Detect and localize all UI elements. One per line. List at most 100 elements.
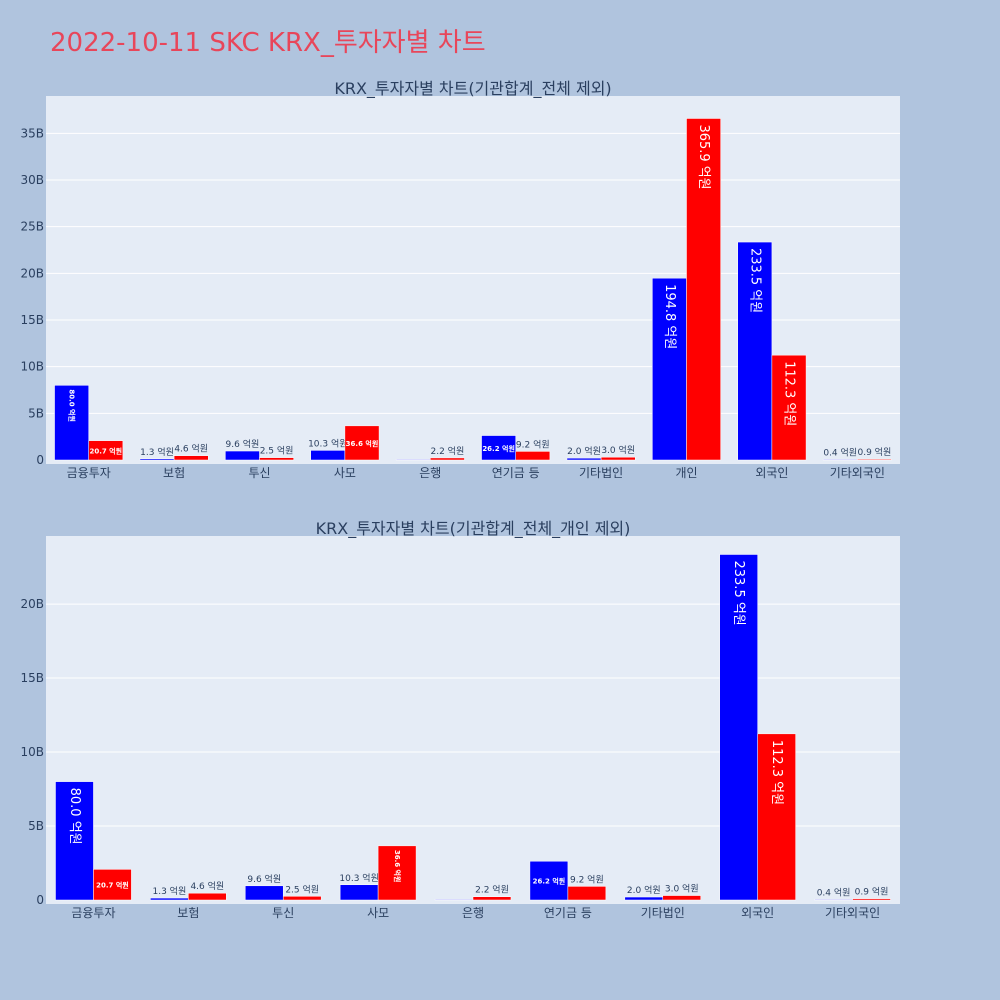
data-label: 194.8 억원 [662,284,677,349]
data-label: 36.6 억원 [393,850,402,883]
data-label: 26.2 억원 [482,444,515,453]
y-tick-label: 15B [20,313,44,327]
bar-sell [757,733,796,901]
data-label: 9.2 억원 [570,873,604,885]
x-tick-label: 개인 [675,466,697,480]
data-label: 3.0 억원 [601,444,635,456]
bar-buy [624,896,664,901]
y-tick-label: 5B [28,406,44,420]
bar-buy [737,241,773,461]
data-label: 2.2 억원 [475,884,509,896]
data-label: 10.3 억원 [308,437,347,449]
data-label: 10.3 억원 [339,872,378,884]
y-tick-label: 0 [36,453,44,467]
data-label: 20.7 억원 [96,881,129,890]
page-title: 2022-10-11 SKC KRX_투자자별 차트 [50,28,486,58]
bar-buy [719,554,758,901]
bar-sell [430,457,465,461]
x-tick-label: 기타법인 [579,466,623,480]
bar-sell [567,886,607,901]
data-label: 2.5 억원 [285,883,319,895]
bar-buy [481,435,516,461]
x-tick-label: 외국인 [755,466,788,480]
bar-sell [600,456,636,461]
bar-buy [566,457,602,461]
bar-sell [857,458,892,461]
bar-buy [54,385,89,461]
bar-buy [395,459,431,461]
bar-buy [529,860,569,901]
data-label: 4.6 억원 [174,443,208,455]
bar-sell [173,455,209,461]
bar-buy [310,450,346,461]
data-label: 2.0 억원 [567,445,601,457]
data-label: 9.6 억원 [247,873,281,885]
y-tick-label: 10B [20,360,44,374]
data-label: 80.0 억원 [68,389,77,422]
bar-sell [88,440,124,461]
chart-title: KRX_투자자별 차트(기관합계_전체 제외) [334,79,611,99]
bar-sell [515,451,551,461]
x-tick-label: 외국인 [741,906,774,920]
y-tick-label: 25B [20,220,44,234]
bar-buy [139,458,175,461]
bar-buy [55,781,94,901]
x-tick-label: 보험 [163,466,185,480]
x-tick-label: 은행 [462,905,484,920]
data-label: 112.3 억원 [781,361,796,426]
data-label: 9.6 억원 [226,438,260,450]
x-tick-label: 금융투자 [67,466,111,480]
data-label: 0.9 억원 [855,886,889,898]
y-tick-label: 5B [28,819,44,833]
bar-buy [245,885,284,901]
y-tick-label: 20B [20,266,44,280]
data-label: 9.2 억원 [516,438,550,450]
x-tick-label: 은행 [419,465,441,480]
data-label: 2.5 억원 [260,445,294,457]
data-label: 4.6 억원 [190,880,224,892]
bar-buy [225,450,260,461]
y-tick-label: 30B [20,173,44,187]
data-label: 233.5 억원 [731,560,746,625]
x-tick-label: 기타외국인 [825,906,880,920]
x-tick-label: 연기금 등 [492,466,540,480]
data-label: 0.4 억원 [823,446,857,458]
chart-title: KRX_투자자별 차트(기관합계_전체_개인 제외) [316,519,631,539]
bar-sell [344,425,380,461]
bar-buy [814,899,853,901]
x-tick-label: 투신 [272,906,294,920]
bar-sell [662,895,701,901]
bar-sell [377,845,417,901]
data-label: 365.9 억원 [696,124,711,189]
data-label: 0.9 억원 [858,446,892,458]
bar-buy [150,897,189,901]
x-tick-label: 기타외국인 [830,466,885,480]
data-label: 3.0 억원 [665,883,699,895]
bar-buy [434,899,474,901]
bar-buy [822,459,858,461]
y-tick-label: 35B [20,126,44,140]
x-tick-label: 사모 [334,466,356,480]
data-label: 20.7 억원 [89,446,122,455]
data-label: 0.4 억원 [817,886,851,898]
bar-sell [282,896,322,901]
data-label: 2.2 억원 [431,445,465,457]
x-tick-label: 사모 [367,906,389,920]
chart-2: KRX_투자자별 차트(기관합계_전체_개인 제외) 0 5B 10B 15B 20B 80… [20,519,900,920]
x-tick-label: 금융투자 [71,906,115,920]
y-tick-label: 15B [20,671,44,685]
x-tick-label: 보험 [177,906,199,920]
data-label: 233.5 억원 [747,248,762,313]
bar-buy [339,884,379,901]
y-tick-label: 0 [36,893,44,907]
bar-sell [259,457,294,461]
bar-sell [686,118,721,461]
bar-sell [472,896,512,901]
data-label: 26.2 억원 [533,877,566,886]
bar-sell [93,869,132,901]
data-label: 112.3 억원 [769,740,784,805]
data-label: 80.0 억원 [67,788,82,845]
data-label: 1.3 억원 [140,446,174,458]
data-label: 2.0 억원 [627,884,661,896]
